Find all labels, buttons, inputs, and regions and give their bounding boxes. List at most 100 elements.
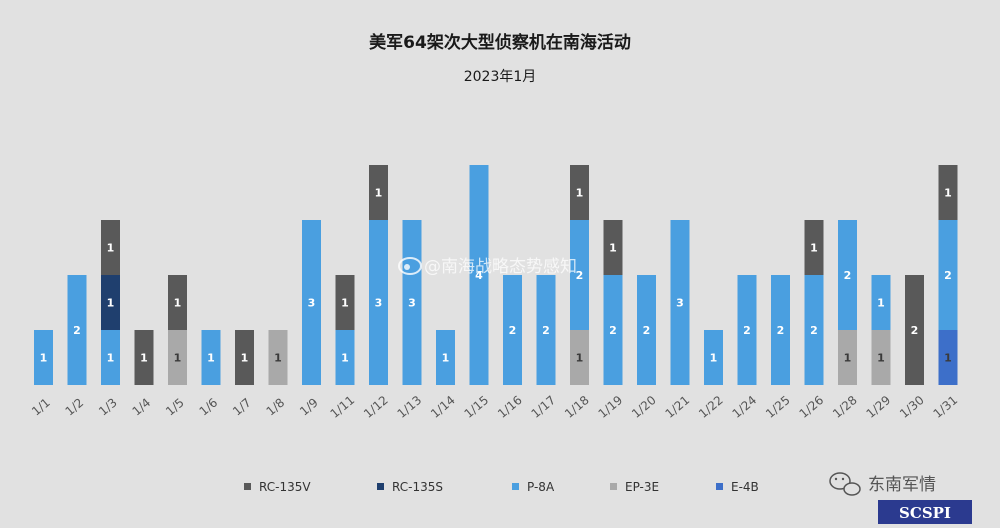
bar-segment-p-8a-1-14 xyxy=(436,330,455,385)
bar-segment-rc-135v-1-12 xyxy=(369,165,388,220)
bar-segment-p-8a-1-12 xyxy=(369,220,388,385)
x-tick-label: 1/2 xyxy=(63,395,87,418)
wechat-watermark-text: 东南军情 xyxy=(868,475,936,495)
bar-segment-ep-3e-1-18 xyxy=(570,330,589,385)
x-tick-label: 1/13 xyxy=(395,393,425,421)
chart-title: 美军64架次大型侦察机在南海活动 xyxy=(369,32,631,53)
legend-swatch-e-4b xyxy=(716,483,723,490)
x-tick-label: 1/31 xyxy=(931,393,961,421)
x-tick-label: 1/30 xyxy=(897,393,927,421)
bar-segment-ep-3e-1-5 xyxy=(168,330,187,385)
bar-segment-p-8a-1-13 xyxy=(402,220,422,385)
bar-segment-rc-135v-1-3 xyxy=(101,220,120,275)
x-tick-label: 1/21 xyxy=(663,393,693,421)
legend-label-rc-135s: RC-135S xyxy=(392,480,443,494)
bar-segment-p-8a-1-3 xyxy=(101,330,120,385)
bar-value-label: 1 xyxy=(944,352,952,365)
bar-segment-p-8a-1-15 xyxy=(469,165,489,385)
bar-segment-p-8a-1-6 xyxy=(201,330,221,385)
x-tick-label: 1/7 xyxy=(230,395,254,418)
bar-value-label: 2 xyxy=(576,269,584,282)
bar-value-label: 1 xyxy=(40,352,48,365)
bar-value-label: 2 xyxy=(944,269,952,282)
bar-value-label: 1 xyxy=(877,297,885,310)
bar-segment-p-8a-1-9 xyxy=(302,220,321,385)
bar-value-label: 2 xyxy=(810,324,818,337)
bar-segment-p-8a-1-2 xyxy=(67,275,87,385)
x-tick-label: 1/25 xyxy=(763,393,793,421)
bar-value-label: 1 xyxy=(810,242,818,255)
bar-value-label: 1 xyxy=(241,352,249,365)
x-tick-label: 1/19 xyxy=(596,393,626,421)
weibo-watermark-text: @南海战略态势感知 xyxy=(424,257,577,277)
x-tick-label: 1/1 xyxy=(29,395,53,418)
x-tick-label: 1/5 xyxy=(163,395,187,418)
bar-value-label: 1 xyxy=(341,297,349,310)
chart-subtitle: 2023年1月 xyxy=(464,69,537,85)
bar-value-label: 3 xyxy=(676,297,684,310)
bar-value-label: 1 xyxy=(844,352,852,365)
bar-value-label: 2 xyxy=(542,324,550,337)
x-tick-label: 1/20 xyxy=(629,393,659,421)
legend-label-ep-3e: EP-3E xyxy=(625,480,659,494)
bar-value-label: 2 xyxy=(777,324,785,337)
x-tick-label: 1/4 xyxy=(130,395,154,418)
bar-value-label: 1 xyxy=(877,352,885,365)
bar-value-label: 1 xyxy=(609,242,617,255)
bar-segment-rc-135v-1-18 xyxy=(570,165,589,220)
bar-segment-ep-3e-1-8 xyxy=(268,330,288,385)
legend-label-p-8a: P-8A xyxy=(527,480,555,494)
bar-segment-rc-135v-1-26 xyxy=(804,220,824,275)
x-tick-label: 1/11 xyxy=(328,393,358,421)
bar-value-label: 2 xyxy=(609,324,617,337)
legend-label-rc-135v: RC-135V xyxy=(259,480,311,494)
bar-segment-p-8a-1-19 xyxy=(603,275,623,385)
bar-segment-rc-135v-1-4 xyxy=(134,330,154,385)
legend-swatch-rc-135s xyxy=(377,483,384,490)
x-tick-label: 1/15 xyxy=(462,393,492,421)
x-tick-label: 1/17 xyxy=(529,393,559,421)
scspi-logo: SCSPI xyxy=(878,500,972,524)
bar-value-label: 1 xyxy=(140,352,148,365)
bar-segment-ep-3e-1-28 xyxy=(838,330,857,385)
x-tick-label: 1/22 xyxy=(696,393,726,421)
bar-value-label: 2 xyxy=(743,324,751,337)
bar-value-label: 1 xyxy=(576,187,584,200)
x-tick-label: 1/28 xyxy=(830,393,860,421)
bar-value-label: 4 xyxy=(475,269,483,282)
bar-value-label: 1 xyxy=(442,352,450,365)
bar-segment-p-8a-1-25 xyxy=(771,275,790,385)
bar-value-label: 1 xyxy=(710,352,718,365)
legend-swatch-ep-3e xyxy=(610,483,617,490)
x-tick-label: 1/14 xyxy=(428,393,458,421)
bar-value-label: 2 xyxy=(509,324,517,337)
bar-value-label: 1 xyxy=(107,352,115,365)
x-tick-label: 1/16 xyxy=(495,393,525,421)
x-tick-label: 1/26 xyxy=(797,393,827,421)
bar-segment-p-8a-1-16 xyxy=(503,275,522,385)
bar-value-label: 1 xyxy=(944,187,952,200)
bar-segment-rc-135v-1-30 xyxy=(905,275,924,385)
bar-segment-rc-135v-1-19 xyxy=(603,220,623,275)
bar-value-label: 1 xyxy=(174,352,182,365)
bar-value-label: 2 xyxy=(643,324,651,337)
x-axis-labels: 1/1 1/2 1/3 1/4 1/5 1/6 1/7 1/8 1/9 1/11 1/12 1/13 1… xyxy=(29,393,960,421)
bar-segment-p-8a-1-21 xyxy=(670,220,690,385)
weibo-watermark: @南海战略态势感知 xyxy=(398,257,577,277)
bar-segment-rc-135v-1-31 xyxy=(938,165,958,220)
bar-segment-p-8a-1-20 xyxy=(637,275,656,385)
bar-segment-p-8a-1-1 xyxy=(34,330,53,385)
bar-segment-p-8a-1-26 xyxy=(804,275,824,385)
wechat-watermark: 东南军情 xyxy=(829,472,936,496)
bar-value-label: 2 xyxy=(911,324,919,337)
bar-segment-p-8a-1-11 xyxy=(335,330,355,385)
bar-value-label: 1 xyxy=(174,297,182,310)
scspi-logo-text: SCSPI xyxy=(899,504,951,522)
bar-value-label: 2 xyxy=(73,324,81,337)
bar-value-label: 3 xyxy=(375,297,383,310)
bar-segment-p-8a-1-22 xyxy=(704,330,723,385)
bar-value-label: 1 xyxy=(274,352,282,365)
bar-value-label: 1 xyxy=(107,242,115,255)
x-tick-label: 1/12 xyxy=(361,393,391,421)
